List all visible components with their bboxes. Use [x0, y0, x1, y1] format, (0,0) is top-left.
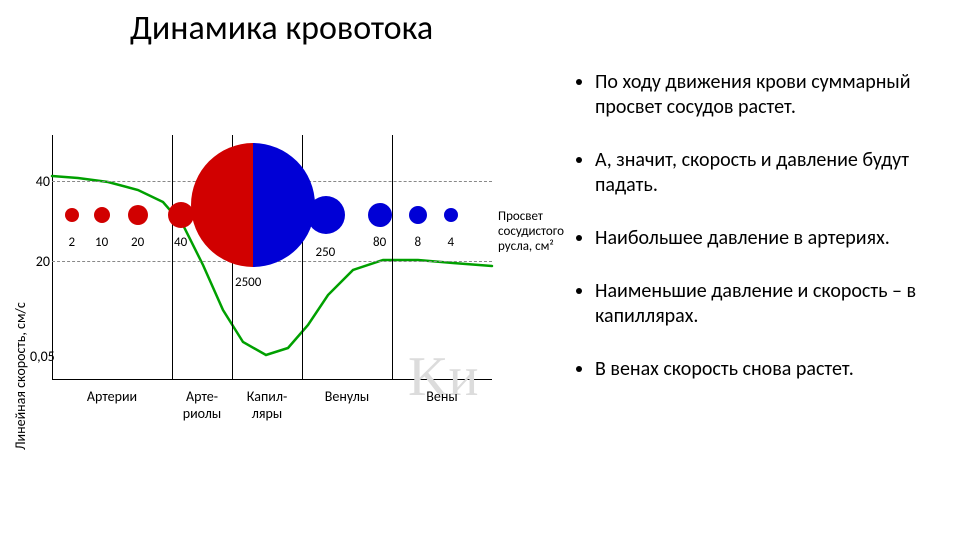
lumen-value: 8: [415, 235, 422, 250]
bullet-item: В венах скорость снова растет.: [595, 357, 940, 382]
lumen-value: 250: [316, 245, 336, 260]
lumen-value: 4: [448, 235, 455, 250]
lumen-circle: [128, 205, 148, 225]
lumen-circle: [307, 196, 345, 234]
lumen-circle: [94, 207, 110, 223]
lumen-circle-capillaries: [191, 143, 315, 267]
bullet-item: Наименьшие давление и скорость – в капил…: [595, 279, 940, 329]
y-tick-label: 40: [30, 173, 50, 190]
lumen-circle: [368, 203, 392, 227]
x-category-label: Венулы: [302, 388, 392, 405]
lumen-circle: [65, 208, 79, 222]
section-divider: [392, 135, 393, 380]
bullet-item: Наибольшее давление в артериях.: [595, 226, 940, 251]
lumen-value: 20: [131, 235, 144, 250]
x-category-label: Артерии: [52, 388, 172, 405]
lumen-value: 2: [69, 235, 76, 250]
y-tick-label: 0,05: [30, 348, 50, 365]
bullet-list: По ходу движения крови суммарный просвет…: [575, 70, 940, 410]
bullet-item: По ходу движения крови суммарный просвет…: [595, 70, 940, 120]
y-axis-label: Линейная скорость, см/с: [12, 302, 29, 450]
lumen-value: 80: [373, 235, 386, 250]
lumen-circle: [409, 206, 427, 224]
lumen-value: 2500: [235, 275, 261, 290]
slide-title: Динамика кровотока: [130, 8, 433, 49]
section-divider: [172, 135, 173, 380]
lumen-value: 10: [95, 235, 108, 250]
lumen-circle: [168, 202, 194, 228]
bullet-item: А, значит, скорость и давление будут пад…: [595, 148, 940, 198]
lumen-label: Просвет сосудистого русла, см²: [498, 210, 564, 255]
y-tick-label: 20: [30, 253, 50, 270]
lumen-value: 40: [174, 235, 187, 250]
lumen-circle: [444, 208, 458, 222]
x-category-label: Капил- ляры: [232, 388, 302, 422]
chart-area: Линейная скорость, см/с Просвет сосудист…: [8, 120, 563, 460]
x-category-label: Вены: [392, 388, 492, 405]
x-category-label: Арте- риолы: [172, 388, 232, 422]
